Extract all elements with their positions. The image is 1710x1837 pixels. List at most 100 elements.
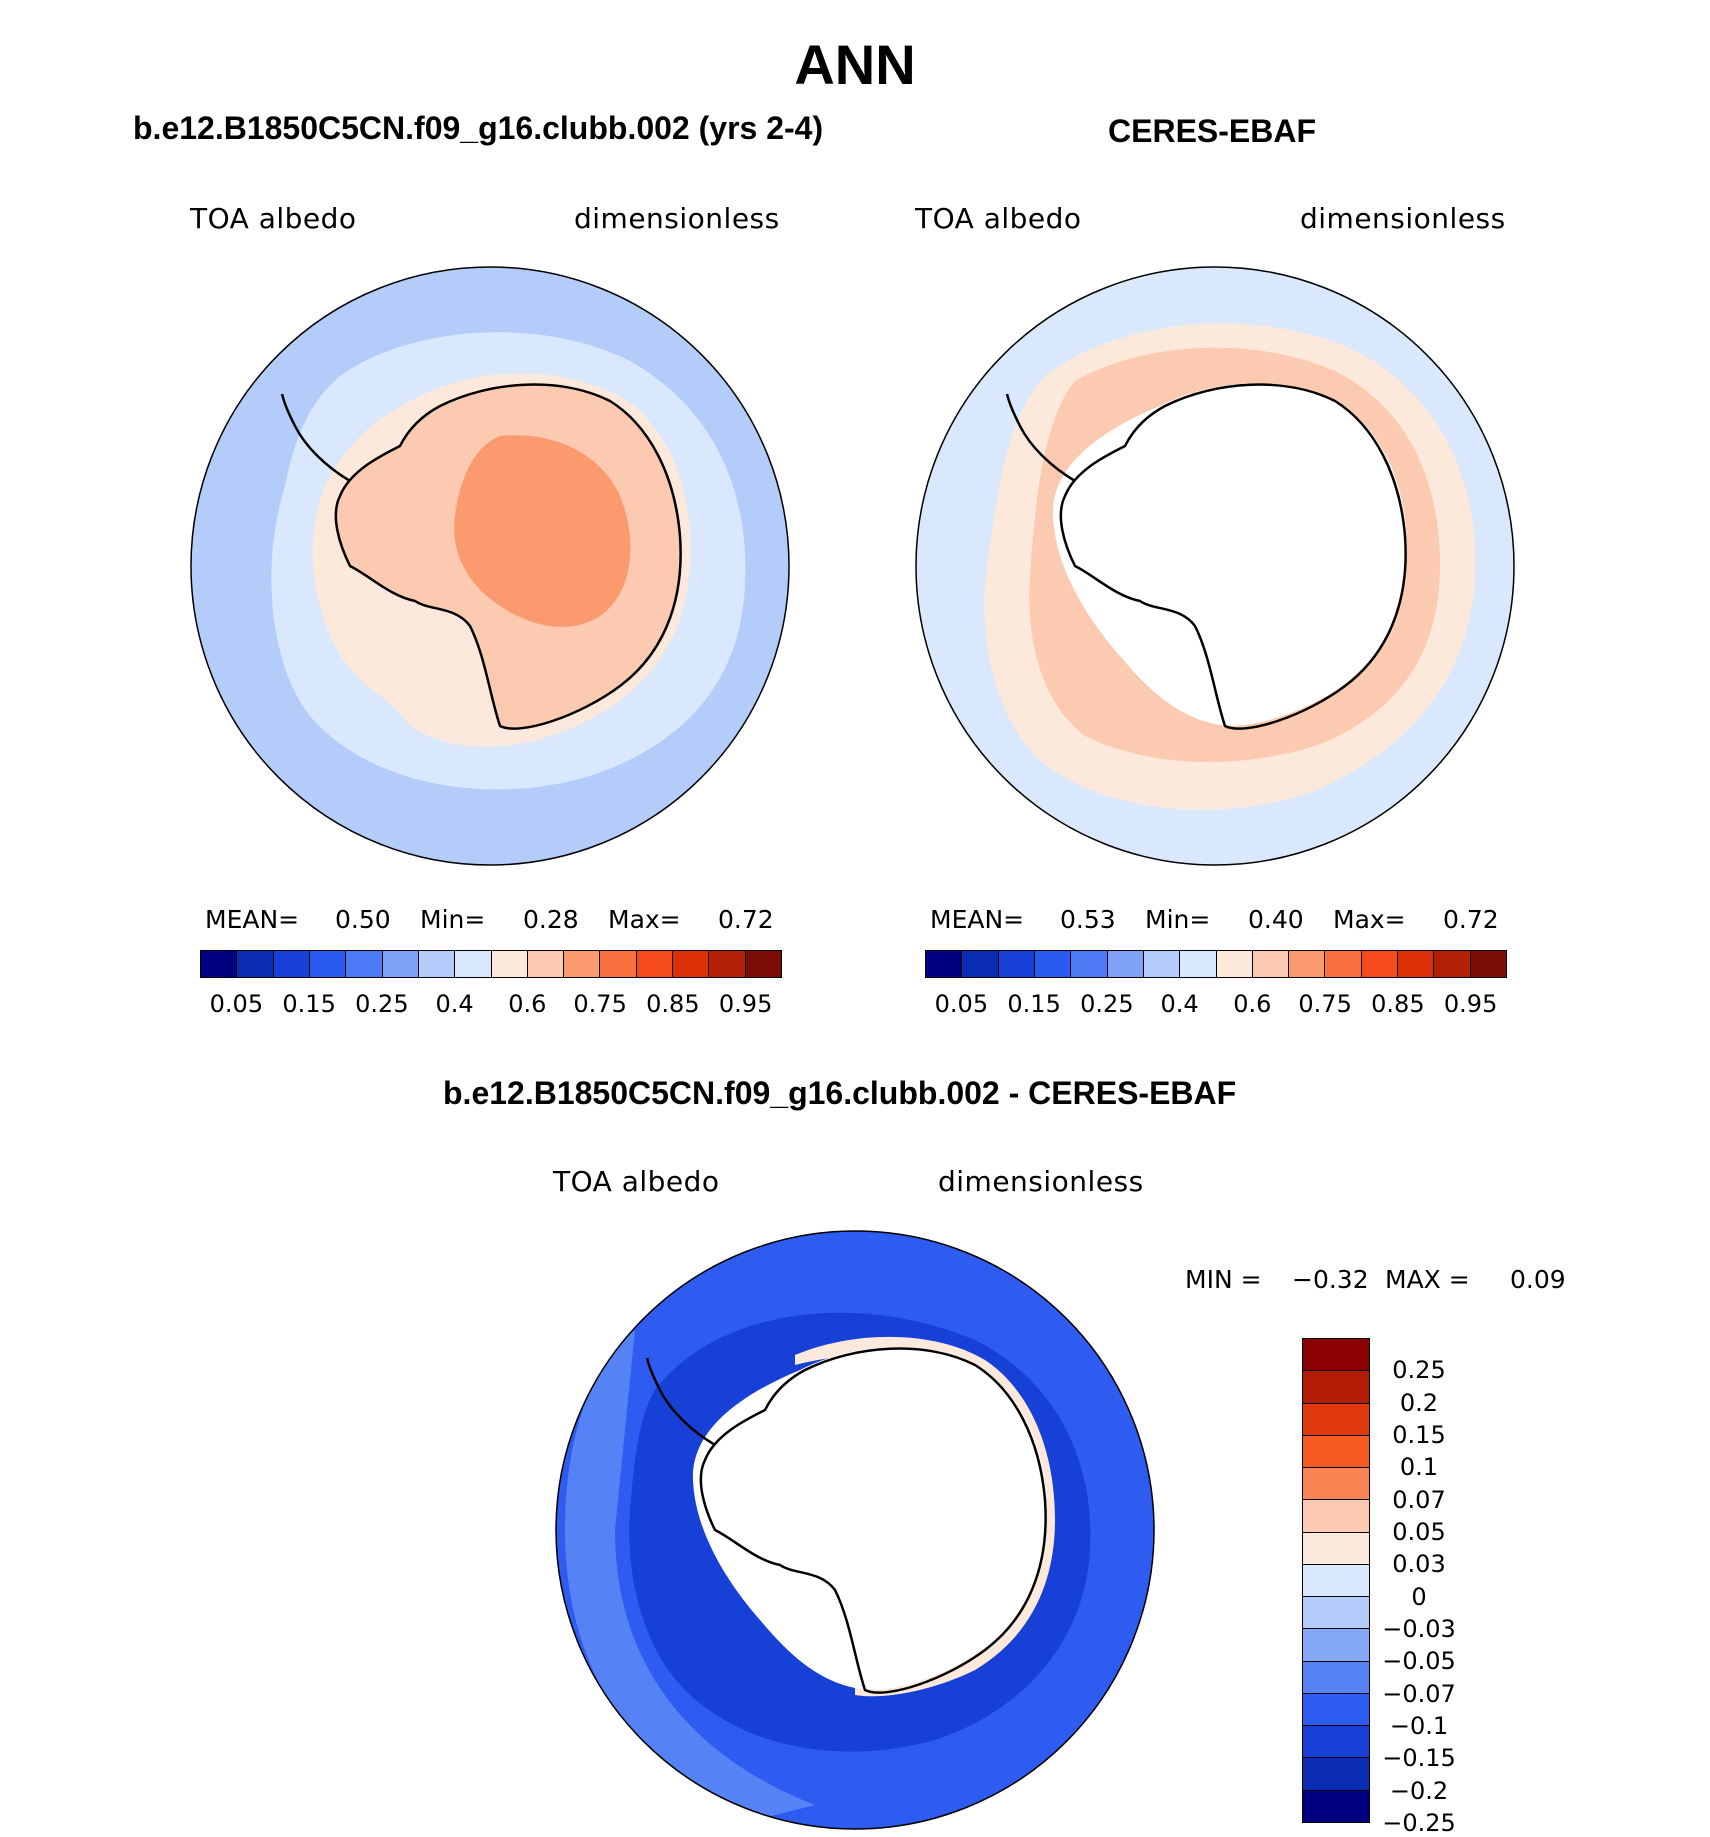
panel-1-colorbar-swatch (273, 951, 310, 977)
panel-2-mean-label: MEAN= (930, 905, 1025, 934)
diff-polar-map (555, 1230, 1155, 1830)
diff-variable-label: TOA albedo (553, 1165, 720, 1198)
panel-1-colorbar-swatch (491, 951, 528, 977)
panel-1-colorbar-swatch (673, 951, 710, 977)
diff-colorbar-swatch (1303, 1661, 1369, 1694)
diff-outer-band-light (565, 1330, 815, 1820)
panel-2-colorbar-ticks: 0.05 0.15 0.25 0.4 0.6 0.75 0.85 0.95 (925, 990, 1507, 1020)
panel-1-colorbar-tick-label: 0.95 (718, 990, 773, 1018)
panel-1-colorbar-tick-label: 0.4 (435, 990, 474, 1018)
panel-2-polar-map (915, 266, 1515, 866)
panel-2-colorbar-tick-label: 0.15 (1007, 990, 1061, 1018)
panel-2-colorbar-swatch (962, 951, 999, 977)
diff-colorbar-tick-label: 0.2 (1399, 1388, 1439, 1417)
panel-1-colorbar-swatch (237, 951, 274, 977)
panel-2-map-border (915, 266, 1515, 866)
diff-colorbar-swatch (1303, 1564, 1369, 1598)
panel-1-colorbar-tick-label: 0.85 (646, 990, 700, 1018)
diff-min-label: MIN = (1185, 1265, 1262, 1294)
panel-1-colorbar-ticks: 0.05 0.15 0.25 0.4 0.6 0.75 0.85 0.95 (200, 990, 782, 1020)
panel-1-colorbar-swatch (600, 951, 637, 977)
panel-2-colorbar-swatch (1252, 951, 1290, 977)
panel-2-colorbar-tick-label: 0.4 (1160, 990, 1199, 1018)
diff-colorbar-tick-label: 0.15 (1392, 1421, 1446, 1449)
diff-colorbar-swatch (1303, 1726, 1369, 1759)
panel-1-colorbar-swatch (636, 951, 674, 977)
panel-1-case-title: b.e12.B1850C5CN.f09_g16.clubb.002 (yrs 2… (133, 110, 824, 146)
panel-2-colorbar-swatch (1289, 951, 1326, 977)
panel-1-colorbar-swatch (382, 951, 419, 977)
panel-2-colorbar-tick-label: 0.25 (1080, 990, 1134, 1018)
panel-2-min-value: 0.40 (1248, 905, 1304, 934)
diff-antarctica-no-data (692, 1347, 1047, 1690)
panel-1-colorbar-swatch (309, 951, 347, 977)
diff-colorbar-tick-label: −0.07 (1382, 1679, 1456, 1708)
panel-1-colorbar-tick-label: 0.25 (355, 990, 409, 1018)
panel-1-colorbar-swatch (346, 951, 383, 977)
panel-2-coastline (1059, 383, 1407, 730)
panel-2-colorbar-swatch (1071, 951, 1108, 977)
diff-min-value: −0.32 (1292, 1265, 1369, 1294)
panel-2-colorbar-swatch (1034, 951, 1072, 977)
panel-1-max-value: 0.72 (718, 905, 774, 934)
panel-1-min-value: 0.28 (523, 905, 579, 934)
diff-colorbar-swatch (1303, 1435, 1369, 1469)
panel-1-mean-value: 0.50 (335, 905, 391, 934)
panel-1-colorbar-tick-label: 0.75 (573, 990, 627, 1018)
diff-colorbar-tick-label: 0.03 (1392, 1550, 1446, 1579)
panel-2-colorbar-swatch (1361, 951, 1399, 977)
panel-2-colorbar-swatch (998, 951, 1035, 977)
panel-2-max-label: Max= (1333, 905, 1406, 934)
diff-colorbar-tick-label: −0.1 (1389, 1712, 1449, 1740)
diff-colorbar-swatch (1303, 1597, 1369, 1630)
panel-2-colorbar-swatch (1180, 951, 1217, 977)
panel-2-colorbar-swatch (1325, 951, 1362, 977)
panel-1-colorbar-swatch (709, 951, 746, 977)
diff-colorbar-tick-label: −0.05 (1382, 1647, 1456, 1676)
diff-case-title: b.e12.B1850C5CN.f09_g16.clubb.002 - CERE… (443, 1075, 1237, 1111)
diff-colorbar-tick-label: −0.15 (1382, 1744, 1456, 1773)
diff-peninsula (645, 1357, 716, 1447)
panel-2-max-value: 0.72 (1443, 905, 1499, 934)
diff-colorbar-ticks: 0.25 0.2 0.15 0.1 0.07 0.05 0.03 0 −0.03 −0.05 −0.… (1380, 1338, 1500, 1837)
diff-max-label: MAX = (1385, 1265, 1470, 1294)
panel-2-colorbar-swatch (1216, 951, 1253, 977)
panel-2-colorbar-tick-label: 0.6 (1233, 990, 1272, 1018)
panel-1-polar-map (190, 266, 790, 866)
diff-coastline (699, 1347, 1047, 1694)
diff-map-border (555, 1230, 1155, 1830)
panel-1-colorbar-swatch (201, 951, 238, 977)
panel-1-units-label: dimensionless (574, 202, 780, 235)
panel-1-colorbar-swatch (455, 951, 492, 977)
panel-1-colorbar-tick-label: 0.05 (209, 990, 264, 1018)
panel-1-colorbar-swatch (564, 951, 601, 977)
diff-colorbar-tick-label: −0.03 (1382, 1615, 1456, 1643)
diff-colorbar-swatch (1303, 1693, 1369, 1727)
panel-2-peninsula (1005, 393, 1076, 483)
diff-colorbar-swatch (1303, 1629, 1369, 1662)
panel-2-colorbar (925, 950, 1507, 978)
panel-2-units-label: dimensionless (1300, 202, 1506, 235)
panel-2-colorbar-swatch (926, 951, 963, 977)
panel-1-colorbar-swatch (418, 951, 456, 977)
panel-2-antarctica-no-data (1052, 383, 1407, 726)
panel-2-min-label: Min= (1145, 905, 1211, 934)
panel-2-colorbar-swatch (1143, 951, 1181, 977)
diff-colorbar-tick-label: 0.07 (1392, 1485, 1446, 1514)
panel-1-colorbar-tick-label: 0.6 (508, 990, 547, 1018)
panel-1-colorbar-swatch (527, 951, 565, 977)
panel-2-colorbar-swatch (1434, 951, 1471, 977)
panel-2-variable-label: TOA albedo (915, 202, 1082, 235)
diff-colorbar-swatch (1303, 1468, 1369, 1501)
diff-colorbar-swatch (1303, 1339, 1369, 1372)
diff-colorbar-swatch (1303, 1403, 1369, 1436)
panel-1-colorbar-tick-label: 0.15 (282, 990, 336, 1018)
panel-2-colorbar-swatch (1470, 951, 1506, 977)
panel-1-coastline (334, 383, 682, 730)
diff-colorbar-tick-label: −0.25 (1382, 1809, 1456, 1837)
diff-colorbar-swatch (1303, 1790, 1369, 1822)
panel-2-case-title: CERES-EBAF (1108, 113, 1317, 149)
panel-2-colorbar-tick-label: 0.75 (1298, 990, 1352, 1018)
panel-2-colorbar-swatch (1398, 951, 1435, 977)
panel-1-interior-high-albedo (454, 435, 631, 627)
